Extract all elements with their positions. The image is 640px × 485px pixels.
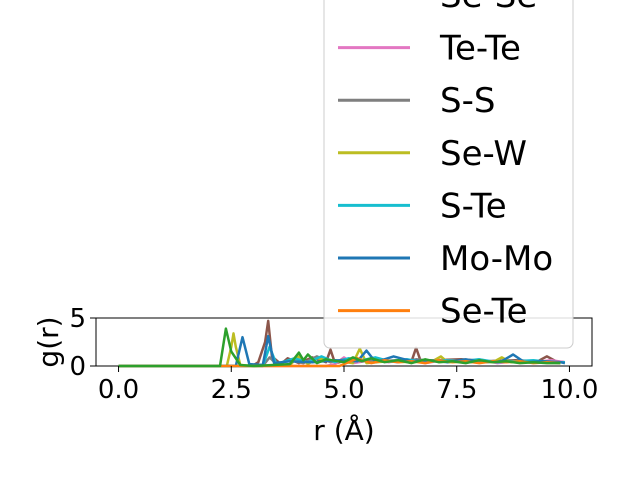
x-axis-label: r (Å) bbox=[313, 413, 374, 447]
series-layer bbox=[118, 319, 566, 368]
legend: Se-Se Te-Te S-S Se-W S-Te Mo-Mo Se-Te bbox=[323, 0, 574, 349]
series-line-unlabeled-7 bbox=[118, 327, 561, 368]
legend-label: Se-Se bbox=[440, 0, 537, 16]
legend-label: S-S bbox=[440, 81, 495, 121]
x-tick-label: 10.0 bbox=[541, 375, 599, 405]
legend-label: S-Te bbox=[440, 186, 507, 226]
x-tick-label: 2.5 bbox=[211, 375, 252, 405]
legend-label: Se-W bbox=[440, 134, 527, 174]
x-tick-label: 0.0 bbox=[98, 375, 139, 405]
y-tick-label: 5 bbox=[69, 304, 86, 334]
x-axis-ticks: 0.0 2.5 5.0 7.5 10.0 bbox=[98, 366, 599, 405]
legend-items: Se-Se Te-Te S-S Se-W S-Te Mo-Mo Se-Te bbox=[338, 0, 553, 332]
legend-label: Se-Te bbox=[440, 292, 528, 332]
legend-label: Te-Te bbox=[439, 29, 521, 69]
legend-label: Mo-Mo bbox=[440, 239, 553, 279]
y-axis-label: g(r) bbox=[32, 316, 65, 367]
x-tick-label: 5.0 bbox=[323, 375, 364, 405]
y-tick-label: 0 bbox=[69, 352, 86, 382]
x-tick-label: 7.5 bbox=[436, 375, 477, 405]
y-axis-ticks: 05 bbox=[69, 304, 96, 382]
legend-frame bbox=[323, 0, 574, 349]
